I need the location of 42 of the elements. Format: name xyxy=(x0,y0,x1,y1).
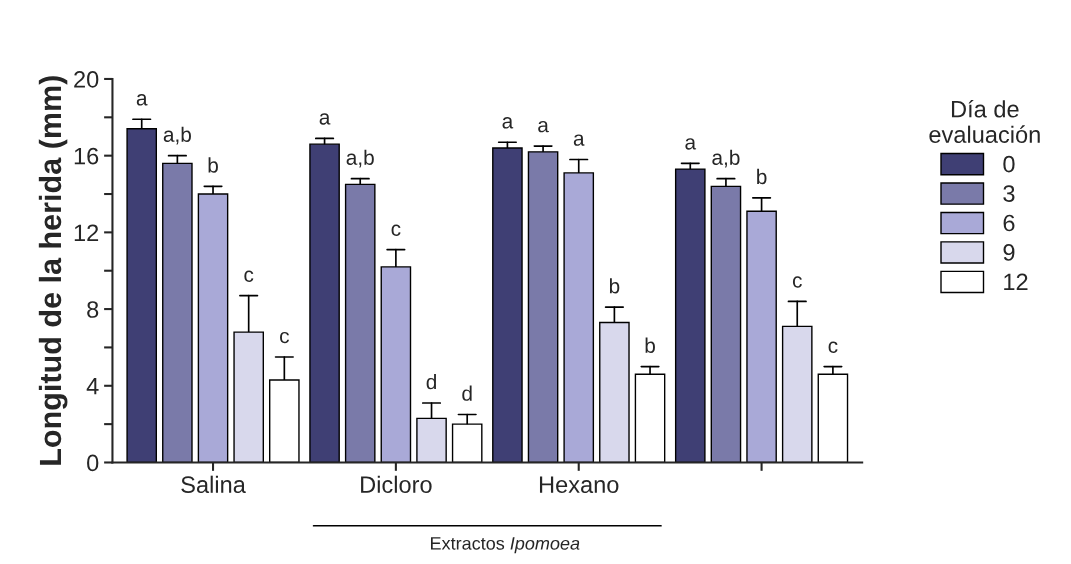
data-label: c xyxy=(828,341,838,353)
data-label: a,b xyxy=(712,149,740,168)
data-label: c xyxy=(391,224,401,236)
data-label: d xyxy=(426,374,436,390)
y-tick-label: 16 xyxy=(74,147,99,165)
data-label: d xyxy=(462,385,472,401)
legend-label: 3 xyxy=(1003,185,1015,202)
bar xyxy=(309,143,340,463)
data-label: b xyxy=(645,337,655,353)
data-label: a xyxy=(502,117,514,129)
y-tick-label: 0 xyxy=(87,454,99,472)
y-axis-title: Longitud de la herida (mm) xyxy=(38,76,68,465)
legend-title: Día de evaluación xyxy=(929,99,1040,143)
y-tick-label: 20 xyxy=(74,71,99,88)
legend-label: 6 xyxy=(1003,214,1015,232)
y-tick-label: 12 xyxy=(74,224,99,241)
y-tick-label: 8 xyxy=(87,301,99,318)
data-label: b xyxy=(757,168,767,185)
legend-label: 12 xyxy=(1004,273,1028,291)
y-tick-label: 4 xyxy=(86,378,99,395)
x-tick-label: Hexano xyxy=(539,476,619,494)
data-label: b xyxy=(208,157,218,173)
data-label: c xyxy=(280,331,289,344)
legend-label: 9 xyxy=(1003,244,1015,261)
legend-label: 0 xyxy=(1003,155,1015,173)
data-label: c xyxy=(792,276,802,288)
data-label: c xyxy=(244,270,254,282)
data-label: a,b xyxy=(346,149,374,168)
text: Extractos Ipomoea xyxy=(431,537,580,554)
data-label: a xyxy=(319,113,331,125)
data-label: a xyxy=(685,138,697,150)
data-label: b xyxy=(609,278,620,294)
data-label: a xyxy=(136,94,148,106)
bar xyxy=(674,168,706,463)
x-tick-label: Salina xyxy=(181,475,246,494)
x-tick-label: Dicloro xyxy=(361,475,432,494)
bar xyxy=(492,147,523,463)
data-label: a xyxy=(538,120,549,133)
bar xyxy=(344,183,376,463)
data-label: a,b xyxy=(163,126,191,145)
data-label: a xyxy=(573,134,585,146)
bar xyxy=(527,151,559,463)
